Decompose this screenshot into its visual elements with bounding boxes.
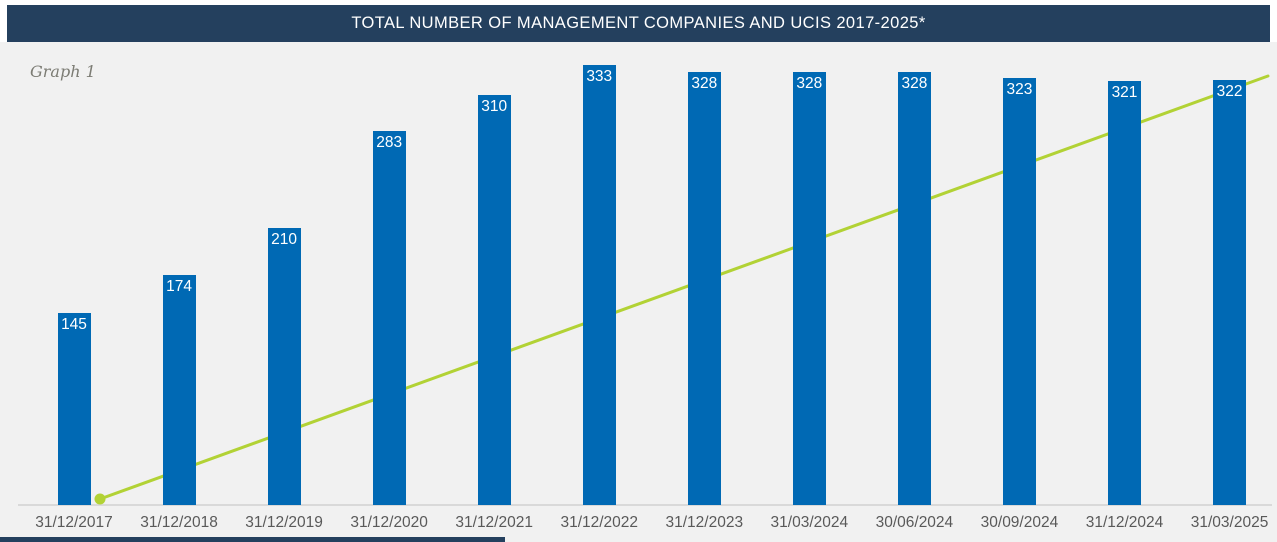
x-axis-tick-label: 31/12/2019 xyxy=(245,514,323,531)
bar-31-12-2018: 174 xyxy=(162,275,196,505)
x-axis-tick-label: 31/03/2025 xyxy=(1190,514,1269,531)
x-axis-tick-label: 31/12/2022 xyxy=(560,514,639,531)
next-section-edge xyxy=(0,537,505,542)
graph-caption: Graph 1 xyxy=(30,62,96,81)
trend-start-dot xyxy=(94,493,106,505)
bar-31-12-2020: 283 xyxy=(372,131,406,505)
chart-title-bar: TOTAL NUMBER OF MANAGEMENT COMPANIES AND… xyxy=(7,5,1270,42)
bar-value-label: 328 xyxy=(796,74,823,92)
bar-value-label: 328 xyxy=(901,74,928,92)
bar-value-label: 210 xyxy=(271,230,298,248)
x-axis-tick-label: 30/06/2024 xyxy=(875,514,954,531)
x-axis-tick-label: 31/03/2024 xyxy=(770,514,849,531)
bar-31-03-2025: 322 xyxy=(1213,79,1247,505)
bar-31-12-2019: 210 xyxy=(267,227,301,505)
bar-value-label: 174 xyxy=(166,278,192,296)
bar-30-06-2024: 328 xyxy=(897,71,931,505)
bar-value-label: 333 xyxy=(586,68,613,85)
bar-value-label: 145 xyxy=(61,316,87,334)
x-axis-tick-label: 30/09/2024 xyxy=(980,514,1059,531)
bar-31-12-2022: 333 xyxy=(582,65,616,505)
bar-value-label: 310 xyxy=(481,98,508,116)
x-axis-tick-label: 31/12/2020 xyxy=(350,514,428,531)
bar-31-12-2024: 321 xyxy=(1108,80,1141,505)
x-axis-tick-label: 31/12/2018 xyxy=(140,514,218,531)
chart-title: TOTAL NUMBER OF MANAGEMENT COMPANIES AND… xyxy=(351,14,926,32)
bar-31-12-2021: 310 xyxy=(477,95,511,505)
bar-value-label: 283 xyxy=(376,134,403,152)
bar-value-label: 321 xyxy=(1111,83,1138,101)
x-axis-tick-label: 31/12/2017 xyxy=(35,514,113,531)
bar-value-label: 328 xyxy=(691,74,718,92)
x-axis-line xyxy=(18,504,1272,506)
bar-31-03-2024: 328 xyxy=(792,71,826,505)
x-axis-tick-label: 31/12/2024 xyxy=(1085,514,1164,531)
bar-value-label: 322 xyxy=(1216,82,1243,100)
bar-31-12-2017: 145 xyxy=(57,313,91,505)
bar-30-09-2024: 323 xyxy=(1002,78,1036,505)
x-axis-tick-label: 31/12/2023 xyxy=(665,514,744,531)
bar-value-label: 323 xyxy=(1006,81,1033,99)
x-axis-tick-label: 31/12/2021 xyxy=(455,514,533,531)
bar-31-12-2023: 328 xyxy=(687,71,721,505)
